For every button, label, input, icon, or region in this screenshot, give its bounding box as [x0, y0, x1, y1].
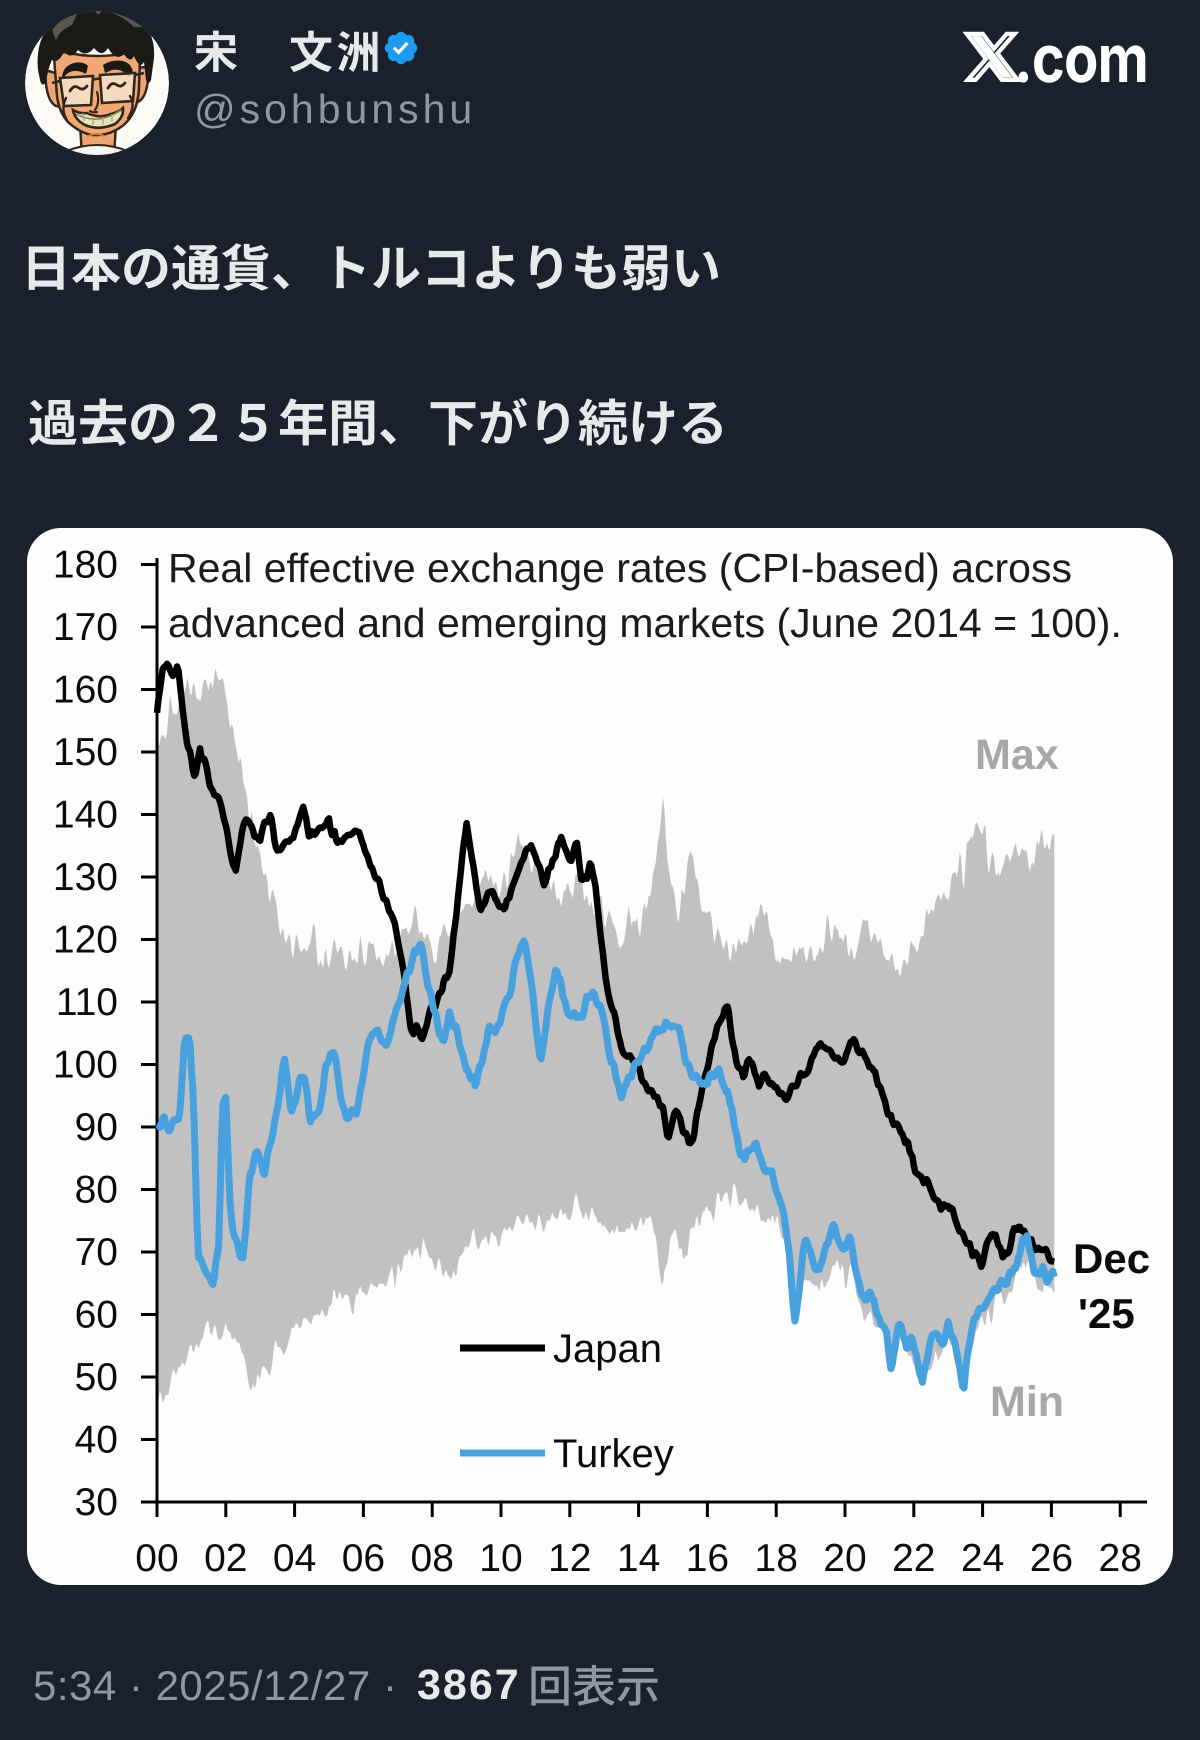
svg-text:Dec: Dec [1073, 1235, 1150, 1282]
svg-text:04: 04 [273, 1537, 316, 1580]
svg-text:70: 70 [75, 1231, 118, 1274]
svg-text:08: 08 [411, 1537, 454, 1580]
svg-text:80: 80 [75, 1169, 118, 1212]
svg-text:12: 12 [548, 1537, 591, 1580]
svg-text:40: 40 [75, 1419, 118, 1462]
svg-text:28: 28 [1099, 1537, 1142, 1580]
svg-text:06: 06 [342, 1537, 385, 1580]
svg-text:Japan: Japan [553, 1327, 662, 1371]
svg-text:'25: '25 [1078, 1290, 1135, 1337]
svg-text:22: 22 [892, 1537, 935, 1580]
svg-text:160: 160 [53, 669, 118, 712]
svg-text:Real effective exchange rates: Real effective exchange rates (CPI-based… [168, 545, 1072, 591]
svg-text:14: 14 [617, 1537, 660, 1580]
svg-text:110: 110 [56, 981, 118, 1024]
svg-text:Turkey: Turkey [553, 1432, 674, 1476]
svg-text:150: 150 [53, 731, 118, 774]
svg-text:00: 00 [135, 1537, 178, 1580]
svg-text:120: 120 [53, 919, 118, 962]
svg-text:60: 60 [75, 1294, 118, 1337]
svg-text:Min: Min [990, 1378, 1064, 1426]
svg-text:advanced and emerging markets: advanced and emerging markets (June 2014… [168, 600, 1122, 646]
svg-text:50: 50 [75, 1356, 118, 1399]
svg-text:Max: Max [975, 731, 1059, 779]
svg-text:130: 130 [53, 856, 118, 899]
svg-text:26: 26 [1030, 1537, 1073, 1580]
svg-text:24: 24 [961, 1537, 1004, 1580]
svg-text:02: 02 [204, 1537, 247, 1580]
svg-text:180: 180 [53, 544, 118, 587]
svg-text:18: 18 [755, 1537, 798, 1580]
svg-text:90: 90 [75, 1106, 118, 1149]
svg-text:20: 20 [823, 1537, 866, 1580]
svg-text:170: 170 [53, 606, 118, 649]
svg-text:10: 10 [479, 1537, 522, 1580]
svg-text:30: 30 [75, 1481, 118, 1524]
svg-text:100: 100 [53, 1044, 118, 1087]
svg-text:16: 16 [686, 1537, 729, 1580]
svg-text:140: 140 [53, 794, 118, 837]
